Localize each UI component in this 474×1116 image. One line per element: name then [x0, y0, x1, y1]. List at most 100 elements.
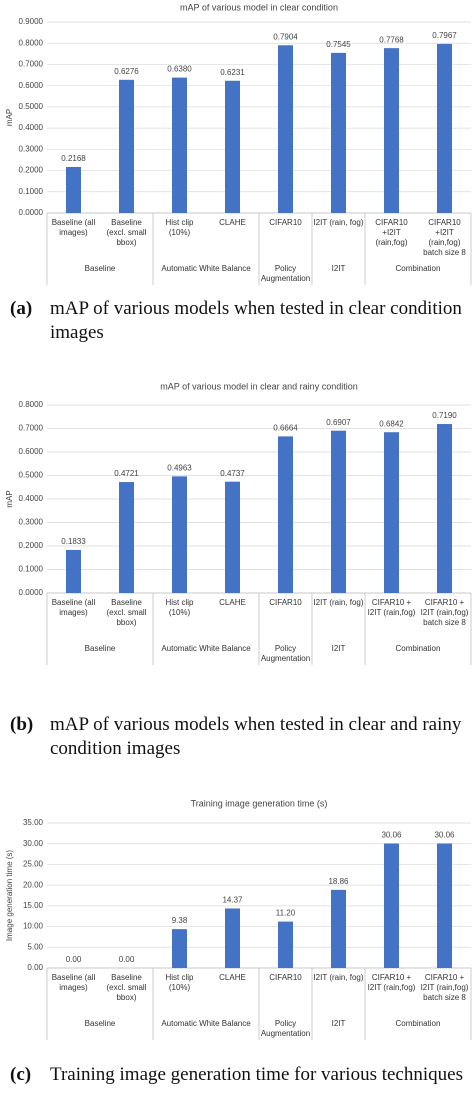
y-tick-label: 0.0000 [19, 208, 44, 217]
x-tick-label: Hist clip (10%) [165, 598, 194, 617]
y-axis-title: Image generation time (s) [5, 850, 14, 941]
caption-text: mAP of various models when tested in cle… [50, 714, 462, 759]
x-tick-label: CIFAR10 + I2IT (rain,fog) batch size 8 [420, 973, 469, 1002]
x-tick-label: CIFAR10 [269, 598, 302, 607]
x-tick-label: CIFAR10 +I2IT (rain,fog) batch size 8 [423, 218, 466, 257]
y-tick-label: 0.4000 [19, 494, 44, 503]
y-tick-label: 0.8000 [19, 38, 44, 47]
x-tick-label: I2IT (rain, fog) [313, 598, 364, 607]
chart-title: Training image generation time (s) [191, 798, 328, 808]
bar [331, 430, 346, 593]
bar [384, 48, 399, 213]
group-label: Combination [395, 644, 441, 653]
y-tick-label: 0.3000 [19, 518, 44, 527]
y-tick-label: 0.7000 [19, 424, 44, 433]
value-label: 0.6664 [273, 424, 298, 433]
bar [66, 166, 81, 213]
bar [172, 77, 187, 213]
group-label: Automatic White Balance [161, 644, 251, 653]
value-label: 0.1833 [61, 537, 86, 546]
bar [437, 843, 452, 968]
group-label: Combination [395, 264, 441, 273]
bar [172, 476, 187, 593]
value-label: 14.37 [222, 896, 243, 905]
bar [66, 549, 81, 593]
caption-label: (a) [10, 298, 33, 319]
y-tick-label: 20.00 [23, 880, 44, 889]
y-tick-label: 35.00 [23, 818, 44, 827]
chart-title: mAP of various model in clear and rainy … [160, 381, 357, 391]
y-tick-label: 10.00 [23, 922, 44, 931]
group-label: Automatic White Balance [161, 1019, 251, 1028]
value-label: 0.6907 [326, 418, 351, 427]
caption-label: (c) [10, 1064, 32, 1085]
y-tick-label: 0.1000 [19, 565, 44, 574]
chart-title: mAP of various model in clear condition [180, 2, 338, 12]
value-label: 30.06 [381, 831, 402, 840]
bar [225, 908, 240, 968]
bar [278, 436, 293, 593]
value-label: 0.6276 [114, 67, 139, 76]
group-label: Combination [395, 1019, 441, 1028]
value-label: 0.00 [66, 955, 82, 964]
y-tick-label: 0.0000 [19, 588, 44, 597]
y-tick-label: 0.6000 [19, 81, 44, 90]
caption: (b) mAP of various models when tested in … [10, 713, 468, 761]
bar [437, 43, 452, 214]
group-label: Automatic White Balance [161, 264, 251, 273]
y-tick-label: 0.6000 [19, 447, 44, 456]
x-tick-label: Hist clip (10%) [165, 218, 194, 237]
bar [225, 80, 240, 213]
value-label: 0.4737 [220, 469, 245, 478]
x-tick-label: I2IT (rain, fog) [313, 218, 364, 227]
y-tick-label: 25.00 [23, 860, 44, 869]
x-tick-label: Baseline (all images) [51, 973, 96, 992]
caption-text: Training image generation time for vario… [50, 1064, 463, 1085]
x-tick-label: CLAHE [219, 218, 246, 227]
bar [225, 481, 240, 593]
x-tick-label: Hist clip (10%) [165, 973, 194, 992]
x-tick-label: CLAHE [219, 598, 246, 607]
group-label: I2IT [331, 264, 346, 273]
y-tick-label: 0.8000 [19, 400, 44, 409]
x-tick-label: Baseline (all images) [51, 598, 96, 617]
y-tick-label: 0.9000 [19, 17, 44, 26]
bar [384, 843, 399, 968]
y-tick-label: 0.5000 [19, 102, 44, 111]
y-tick-label: 0.2000 [19, 541, 44, 550]
y-tick-label: 0.7000 [19, 60, 44, 69]
x-tick-label: CIFAR10 + I2IT (rain,fog) batch size 8 [420, 598, 469, 627]
x-tick-label: CIFAR10 + I2IT (rain,fog) [367, 973, 416, 992]
x-tick-label: CIFAR10 +I2IT (rain,fog) [375, 218, 408, 247]
y-tick-label: 0.1000 [19, 187, 44, 196]
value-label: 0.6380 [167, 65, 192, 74]
y-tick-label: 0.4000 [19, 123, 44, 132]
group-label: I2IT [331, 644, 346, 653]
value-label: 0.7768 [379, 35, 404, 44]
value-label: 0.6842 [379, 419, 404, 428]
group-label: Baseline [84, 264, 116, 273]
group-label: Policy Augmentation [260, 1019, 311, 1038]
y-axis-title: mAP [5, 109, 14, 126]
group-label: I2IT [331, 1019, 346, 1028]
x-tick-label: CLAHE [219, 973, 246, 982]
value-label: 0.2168 [61, 154, 86, 163]
x-tick-label: Baseline (excl. small bbox) [106, 973, 147, 1002]
bar [278, 921, 293, 968]
group-label: Baseline [84, 1019, 116, 1028]
bar [172, 929, 187, 968]
x-tick-label: Baseline (excl. small bbox) [106, 598, 147, 627]
value-label: 0.7545 [326, 40, 351, 49]
value-label: 18.86 [328, 877, 349, 886]
value-label: 30.06 [434, 831, 455, 840]
x-tick-label: CIFAR10 + I2IT (rain,fog) [367, 598, 416, 617]
bar [278, 45, 293, 214]
x-tick-label: CIFAR10 [269, 218, 302, 227]
x-tick-label: I2IT (rain, fog) [313, 973, 364, 982]
value-label: 0.4963 [167, 463, 192, 472]
y-axis-title: mAP [5, 490, 14, 507]
value-label: 0.00 [119, 955, 135, 964]
x-tick-label: Baseline (all images) [51, 218, 96, 237]
